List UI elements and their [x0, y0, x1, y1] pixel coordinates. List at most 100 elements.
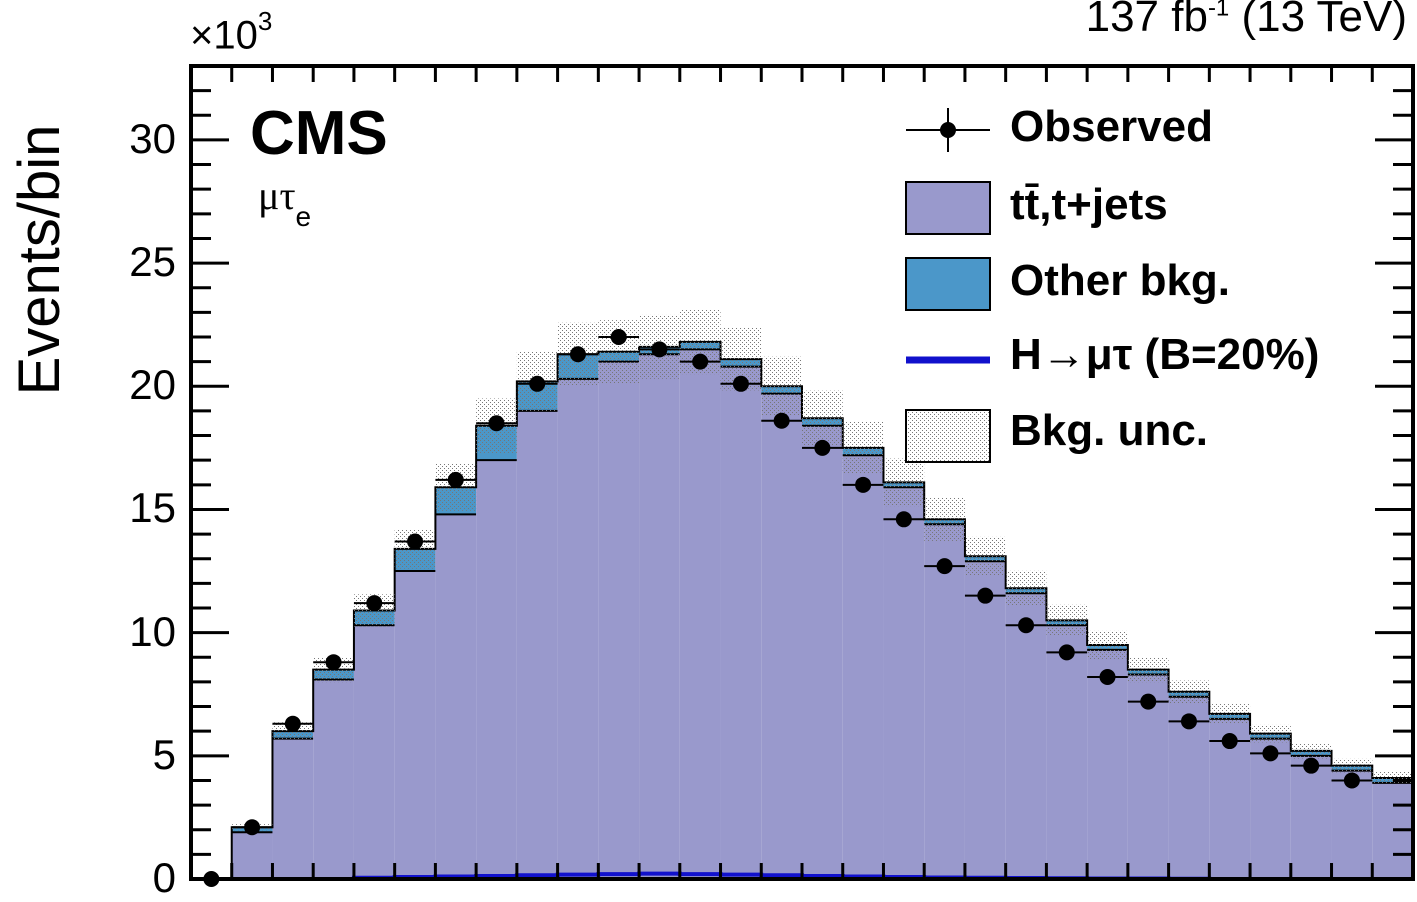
ttbar-bar — [1331, 770, 1373, 879]
uncertainty-band — [1087, 630, 1128, 659]
lumi-prefix: 137 fb — [1085, 0, 1208, 41]
y-tick-label: 5 — [152, 730, 176, 778]
ttbar-bar — [231, 832, 273, 879]
uncertainty-band — [1250, 724, 1291, 743]
channel-label: μτe — [258, 172, 311, 232]
observed-point — [651, 341, 668, 358]
observed-point — [936, 558, 953, 575]
uncertainty-band — [1168, 680, 1210, 703]
observed-point — [977, 587, 994, 604]
observed-point — [1221, 733, 1238, 750]
legend-observed-label: Observed — [1010, 102, 1213, 151]
observed-point — [407, 533, 424, 550]
ttbar-bar — [802, 425, 843, 879]
ttbar-bar — [964, 561, 1006, 879]
experiment-label: CMS — [250, 99, 388, 168]
observed-point — [610, 329, 627, 345]
observed-point — [1262, 745, 1279, 762]
channel-sub: e — [295, 201, 312, 232]
observed-point — [1099, 668, 1116, 685]
legend-unc-label: Bkg. unc. — [1010, 406, 1209, 455]
channel-main: μτ — [258, 173, 296, 218]
uncertainty-band — [883, 458, 925, 507]
observed-point — [692, 353, 709, 370]
ttbar-bar — [883, 487, 925, 879]
uncertainty-band — [1046, 604, 1088, 636]
ttbar-bar — [842, 455, 884, 879]
observed-point — [773, 412, 790, 429]
observed-point — [569, 346, 586, 363]
uncertainty-band — [1290, 743, 1332, 759]
ttbar-bar — [516, 410, 558, 879]
ttbar-bar — [598, 361, 640, 879]
y-tick-label: 0 — [152, 854, 176, 901]
ttbar-bar — [353, 625, 395, 879]
ttbar-bar — [761, 393, 802, 879]
uncertainty-band — [761, 356, 802, 416]
y-exponent: ×103 — [190, 6, 272, 58]
observed-point — [284, 715, 301, 732]
ttbar-bar — [1046, 625, 1088, 879]
uncertainty-band — [1209, 704, 1251, 724]
legend-ttbar-swatch — [905, 181, 991, 235]
observed-point — [855, 476, 872, 493]
ttbar-bar — [394, 571, 436, 879]
ttbar-bar — [924, 524, 965, 879]
observed-point — [1140, 693, 1157, 710]
legend-observed-symbol — [906, 108, 990, 152]
y-axis-title: Events/bin — [7, 124, 72, 396]
y-tick-label: 20 — [129, 361, 176, 409]
ttbar-bar — [435, 514, 477, 879]
observed-point — [447, 471, 464, 488]
observed-point — [488, 415, 505, 432]
ttbar-bar — [639, 354, 680, 879]
luminosity-label: 137 fb-1 (13 TeV) — [1086, 0, 1407, 42]
ttbar-bar — [1005, 593, 1047, 879]
tick-layer — [189, 64, 1415, 881]
uncertainty-band — [1331, 758, 1373, 773]
ttbar-bar — [720, 366, 762, 880]
observed-point — [366, 595, 383, 612]
observed-point — [244, 819, 261, 836]
uncertainty-band — [1127, 657, 1169, 683]
observed-point — [325, 654, 342, 671]
legend-other-swatch — [905, 257, 991, 311]
uncertainty-band — [1372, 771, 1413, 785]
exponent-power: 3 — [257, 6, 273, 36]
y-tick-label: 30 — [129, 114, 176, 162]
observed-point — [1018, 617, 1035, 634]
ttbar-bar — [557, 378, 599, 879]
lumi-power: -1 — [1207, 0, 1230, 22]
uncertainty-band — [842, 421, 884, 474]
ttbar-bar — [272, 738, 314, 879]
observed-point — [732, 375, 749, 392]
uncertainty-band — [964, 536, 1006, 576]
ttbar-bar — [1250, 738, 1291, 879]
lumi-suffix: (13 TeV) — [1229, 0, 1408, 41]
observed-point — [895, 511, 912, 528]
ttbar-bar — [476, 460, 517, 879]
exponent-label: ×10 — [190, 13, 258, 58]
uncertainty-band — [1005, 570, 1047, 606]
legend-other-label: Other bkg. — [1010, 256, 1231, 305]
ttbar-bar — [313, 679, 354, 879]
observed-point — [814, 439, 831, 456]
y-tick-label: 15 — [129, 484, 176, 532]
observed-point — [1303, 757, 1320, 774]
legend-unc-swatch — [905, 409, 991, 463]
observed-point — [1180, 713, 1197, 730]
y-tick-label: 25 — [129, 238, 176, 286]
legend-signal-label: H→μτ (B=20%) — [1010, 330, 1320, 379]
legend-ttbar-label: tt̄,t+jets — [1010, 180, 1168, 229]
observed-point — [529, 375, 546, 392]
uncertainty-band — [924, 497, 965, 541]
data-layer — [191, 329, 1373, 887]
ttbar-bar — [1087, 649, 1128, 879]
ttbar-bar — [1290, 755, 1332, 879]
observed-point — [1058, 644, 1075, 661]
uncertainty-band — [802, 390, 843, 446]
y-tick-label: 10 — [129, 607, 176, 655]
ttbar-bar — [679, 349, 721, 879]
observed-point — [1343, 772, 1360, 789]
